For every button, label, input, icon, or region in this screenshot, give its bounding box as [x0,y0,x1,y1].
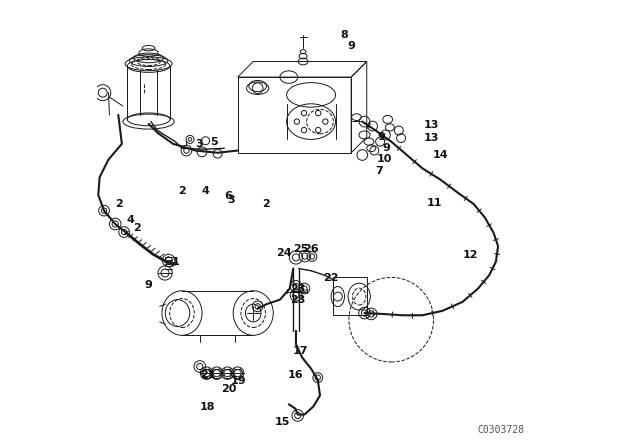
Text: 17: 17 [292,346,308,356]
Text: 20: 20 [221,384,236,394]
Text: 23: 23 [290,295,305,305]
Text: 9: 9 [382,143,390,153]
Text: 10: 10 [377,155,392,164]
Text: 13: 13 [424,133,439,143]
Text: 1: 1 [172,257,179,267]
Text: 26: 26 [303,244,319,254]
Text: 6: 6 [224,191,232,201]
Text: 9: 9 [145,280,152,290]
Text: 12: 12 [463,250,478,260]
Text: 2: 2 [115,199,123,209]
Text: 3: 3 [227,194,235,205]
Text: 23: 23 [290,284,305,293]
Text: 15: 15 [275,417,290,427]
Text: 2: 2 [132,224,140,233]
Text: 9: 9 [348,41,355,51]
Text: 4: 4 [202,186,209,197]
Text: 5: 5 [211,137,218,146]
Text: 2: 2 [262,199,269,209]
Text: 11: 11 [427,198,443,207]
Text: 25: 25 [294,244,309,254]
Text: 21: 21 [200,370,216,380]
Text: 19: 19 [231,376,247,386]
Text: C0303728: C0303728 [478,426,525,435]
Bar [333,277,367,315]
Text: 18: 18 [200,401,216,412]
Text: 3: 3 [195,139,203,149]
Text: 8: 8 [340,30,348,40]
Text: 2: 2 [178,185,186,196]
Text: 16: 16 [288,370,303,380]
Text: 13: 13 [424,120,439,130]
Text: 7: 7 [375,167,383,177]
Text: 14: 14 [433,150,448,160]
Text: 4: 4 [127,215,134,224]
Text: 24: 24 [276,248,291,258]
Text: 22: 22 [323,273,339,283]
Text: 9: 9 [378,132,385,142]
